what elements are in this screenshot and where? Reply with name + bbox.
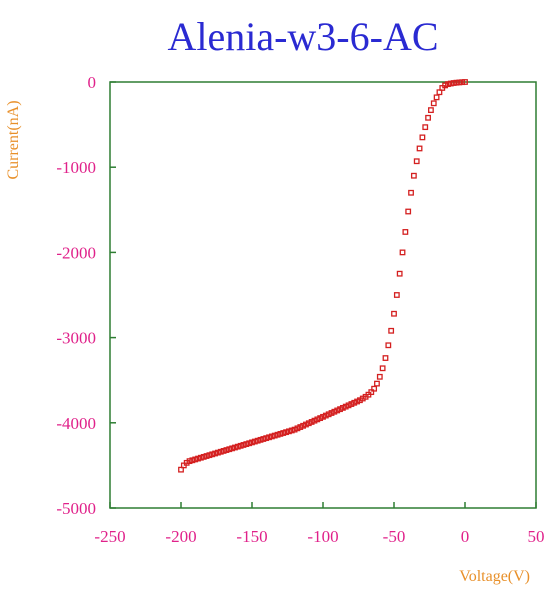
- x-tick-label: -250: [94, 527, 125, 546]
- data-point: [416, 145, 423, 152]
- x-tick-label: -150: [236, 527, 267, 546]
- data-point: [430, 100, 437, 107]
- data-point: [374, 380, 380, 387]
- y-tick-label: -3000: [56, 329, 96, 348]
- data-point: [419, 134, 426, 141]
- x-tick-label: 50: [528, 527, 545, 546]
- data-point: [402, 229, 409, 235]
- data-point: [408, 189, 414, 196]
- data-point: [391, 310, 397, 317]
- chart-title: Alenia-w3-6-AC: [167, 14, 438, 59]
- data-point: [379, 365, 386, 372]
- y-axis-ticks: 0 -1000 -2000 -3000 -4000 -5000: [56, 73, 116, 518]
- data-point: [178, 466, 184, 473]
- y-axis-label: Current(nA): [5, 100, 22, 179]
- y-tick-label: -2000: [56, 243, 96, 262]
- data-point: [393, 292, 400, 298]
- x-tick-label: -200: [165, 527, 196, 546]
- x-tick-label: -100: [307, 527, 338, 546]
- data-point: [413, 158, 420, 165]
- x-tick-label: -50: [383, 527, 406, 546]
- plot-frame: [109, 81, 537, 509]
- x-axis-ticks: -250 -200 -150 -100 -50 0 50: [94, 502, 545, 546]
- data-point: [396, 270, 403, 277]
- y-tick-label: -4000: [56, 414, 96, 433]
- data-point: [422, 124, 429, 131]
- data-point: [388, 327, 395, 334]
- data-point: [425, 114, 431, 121]
- data-point: [428, 107, 434, 114]
- data-point: [405, 208, 412, 215]
- plot-area: -250 -200 -150 -100 -50 0 50 0 -1000 -2000 -3000 -…: [56, 73, 544, 546]
- y-tick-label: -1000: [56, 158, 96, 177]
- x-axis-label: Voltage(V): [459, 568, 530, 585]
- data-point: [385, 342, 392, 349]
- data-point: [376, 373, 383, 380]
- data-point: [382, 355, 389, 361]
- data-point: [433, 94, 440, 101]
- x-tick-label: 0: [461, 527, 470, 546]
- y-tick-label: 0: [88, 73, 97, 92]
- y-tick-label: -5000: [56, 499, 96, 518]
- data-point: [410, 172, 417, 179]
- data-point: [399, 249, 406, 256]
- data-points: [178, 79, 468, 473]
